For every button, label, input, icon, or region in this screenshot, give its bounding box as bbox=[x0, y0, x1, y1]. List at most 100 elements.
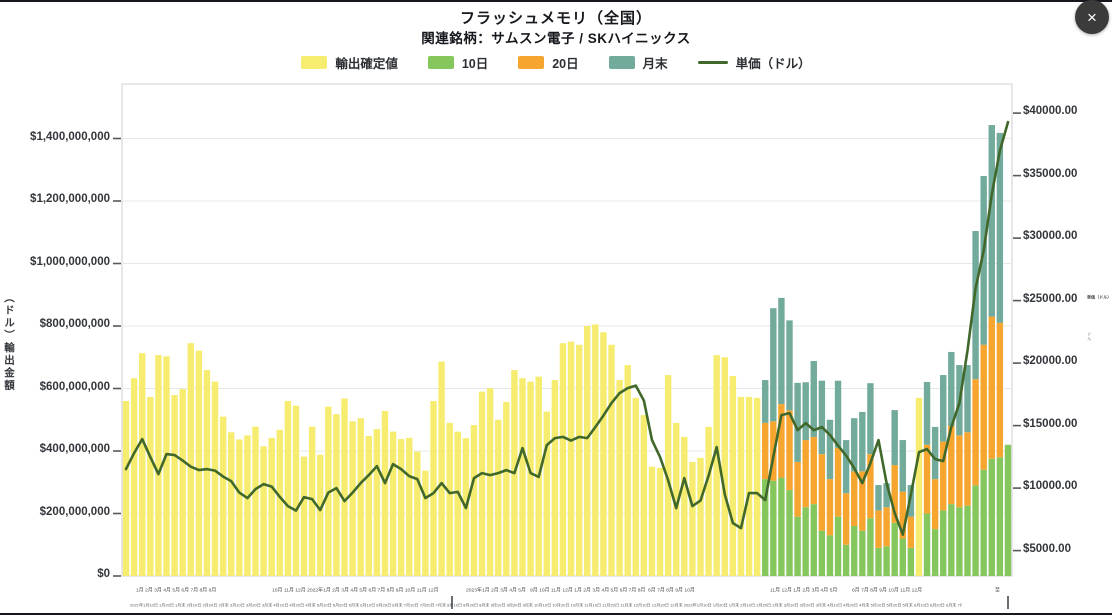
bar-20th bbox=[818, 454, 826, 531]
bar-20th bbox=[851, 471, 858, 526]
bar-month-end bbox=[948, 351, 955, 426]
legend-swatch-icon bbox=[301, 55, 328, 69]
bar-export-confirmed bbox=[608, 344, 615, 576]
right-axis-mini-label: 単価（ドル） bbox=[1087, 294, 1112, 300]
bar-export-confirmed bbox=[624, 365, 631, 576]
bar-export-confirmed bbox=[171, 395, 178, 576]
bar-export-confirmed bbox=[575, 344, 583, 576]
page-subtitle: 関連銘柄：サムスン電子 / SKハイニックス bbox=[421, 31, 691, 46]
bar-month-end bbox=[859, 411, 866, 472]
bar-export-confirmed bbox=[681, 436, 688, 576]
bar-20th bbox=[867, 454, 874, 519]
legend-label: 20日 bbox=[552, 56, 579, 71]
legend-label: 月末 bbox=[642, 56, 668, 71]
bar-export-confirmed bbox=[721, 357, 728, 576]
bar-month-end bbox=[818, 380, 826, 455]
bar-export-confirmed bbox=[228, 432, 235, 576]
bar-export-confirmed bbox=[163, 356, 170, 576]
bar-10th bbox=[940, 510, 947, 576]
bar-10th bbox=[988, 458, 995, 576]
bar-export-confirmed bbox=[219, 416, 227, 576]
bar-export-confirmed bbox=[147, 396, 154, 576]
bar-export-confirmed bbox=[365, 436, 372, 576]
close-icon: × bbox=[1087, 7, 1097, 27]
legend-label: 単価（ドル） bbox=[735, 56, 811, 71]
legend-item-3[interactable]: 月末 bbox=[608, 53, 668, 72]
bar-export-confirmed bbox=[284, 401, 292, 576]
bar-export-confirmed bbox=[203, 370, 211, 576]
bar-20th bbox=[762, 422, 769, 480]
bar-20th bbox=[988, 316, 995, 459]
bar-export-confirmed bbox=[673, 422, 680, 576]
bar-10th bbox=[762, 479, 769, 576]
bar-20th bbox=[859, 471, 866, 531]
bar-20th bbox=[834, 447, 842, 517]
bar-month-end bbox=[996, 132, 1004, 323]
bar-export-confirmed bbox=[616, 380, 623, 576]
bar-month-end bbox=[867, 383, 874, 455]
legend-item-0[interactable]: 輸出確定値 bbox=[301, 53, 398, 72]
left-axis-tick-label: $400,000,000 bbox=[39, 443, 110, 455]
right-axis-tick-label: $10000.00 bbox=[1023, 480, 1078, 493]
bar-export-confirmed bbox=[430, 401, 437, 576]
bar-20th bbox=[786, 410, 793, 491]
bar-export-confirmed bbox=[139, 353, 146, 576]
bar-10th bbox=[964, 505, 971, 576]
legend-swatch-icon bbox=[427, 55, 454, 69]
bar-10th bbox=[867, 518, 874, 576]
bar-export-confirmed bbox=[689, 461, 696, 576]
bar-export-confirmed bbox=[244, 435, 251, 576]
bar-export-confirmed bbox=[697, 457, 704, 576]
bar-10th bbox=[810, 504, 817, 576]
bar-export-confirmed bbox=[543, 411, 550, 576]
right-axis-tick-label: $30000.00 bbox=[1023, 230, 1078, 243]
bar-20th bbox=[923, 444, 931, 514]
bar-10th bbox=[980, 469, 987, 576]
bar-export-confirmed bbox=[357, 418, 364, 576]
bar-export-confirmed bbox=[389, 431, 397, 576]
bar-export-confirmed bbox=[486, 388, 494, 576]
unit-price-line bbox=[124, 120, 1010, 536]
left-axis-title: （ドル）輸出金額 bbox=[3, 292, 15, 392]
bar-export-confirmed bbox=[640, 415, 648, 576]
left-axis-tick-label: $1,200,000,000 bbox=[30, 193, 110, 205]
bar-export-confirmed bbox=[527, 381, 534, 576]
bar-10th bbox=[818, 530, 826, 576]
legend-item-1[interactable]: 10日 bbox=[427, 53, 488, 72]
bar-export-confirmed bbox=[422, 470, 429, 576]
bar-month-end bbox=[931, 426, 939, 480]
bar-10th bbox=[948, 504, 955, 576]
bar-export-confirmed bbox=[632, 397, 639, 576]
bar-export-confirmed bbox=[438, 361, 445, 576]
bar-export-confirmed bbox=[252, 426, 259, 576]
bar-export-confirmed bbox=[915, 397, 923, 576]
legend-item-2[interactable]: 20日 bbox=[518, 53, 579, 72]
bar-export-confirmed bbox=[753, 397, 761, 576]
bar-export-confirmed bbox=[567, 341, 575, 576]
bar-export-confirmed bbox=[333, 414, 340, 576]
bar-month-end bbox=[762, 380, 769, 423]
chart-legend: 輸出確定値 10日 20日 月末 単価（ドル） bbox=[0, 53, 1112, 71]
bar-10th bbox=[851, 526, 858, 576]
bar-10th bbox=[931, 529, 939, 576]
bar-export-confirmed bbox=[592, 324, 599, 576]
close-button[interactable]: × bbox=[1075, 0, 1109, 34]
bar-10th bbox=[826, 535, 834, 576]
bar-export-confirmed bbox=[130, 378, 138, 576]
bar-10th bbox=[842, 544, 850, 576]
bar-export-confirmed bbox=[551, 380, 559, 576]
bar-export-confirmed bbox=[470, 425, 478, 576]
bar-20th bbox=[940, 441, 947, 511]
bar-export-confirmed bbox=[406, 437, 413, 576]
bar-export-confirmed bbox=[656, 467, 664, 576]
right-axis-tick-label: $25000.00 bbox=[1023, 292, 1078, 305]
legend-swatch-icon bbox=[518, 55, 545, 69]
x-axis-dense-labels: 2021年1月10日 1月20日 1月末 2月10日 2月20日 2月末 3月1… bbox=[130, 602, 962, 607]
legend-item-4[interactable]: 単価（ドル） bbox=[697, 53, 811, 72]
bar-month-end bbox=[834, 380, 842, 448]
right-axis-tick-label: $20000.00 bbox=[1023, 355, 1078, 368]
bar-20th bbox=[794, 461, 801, 517]
bar-20th bbox=[907, 516, 915, 548]
